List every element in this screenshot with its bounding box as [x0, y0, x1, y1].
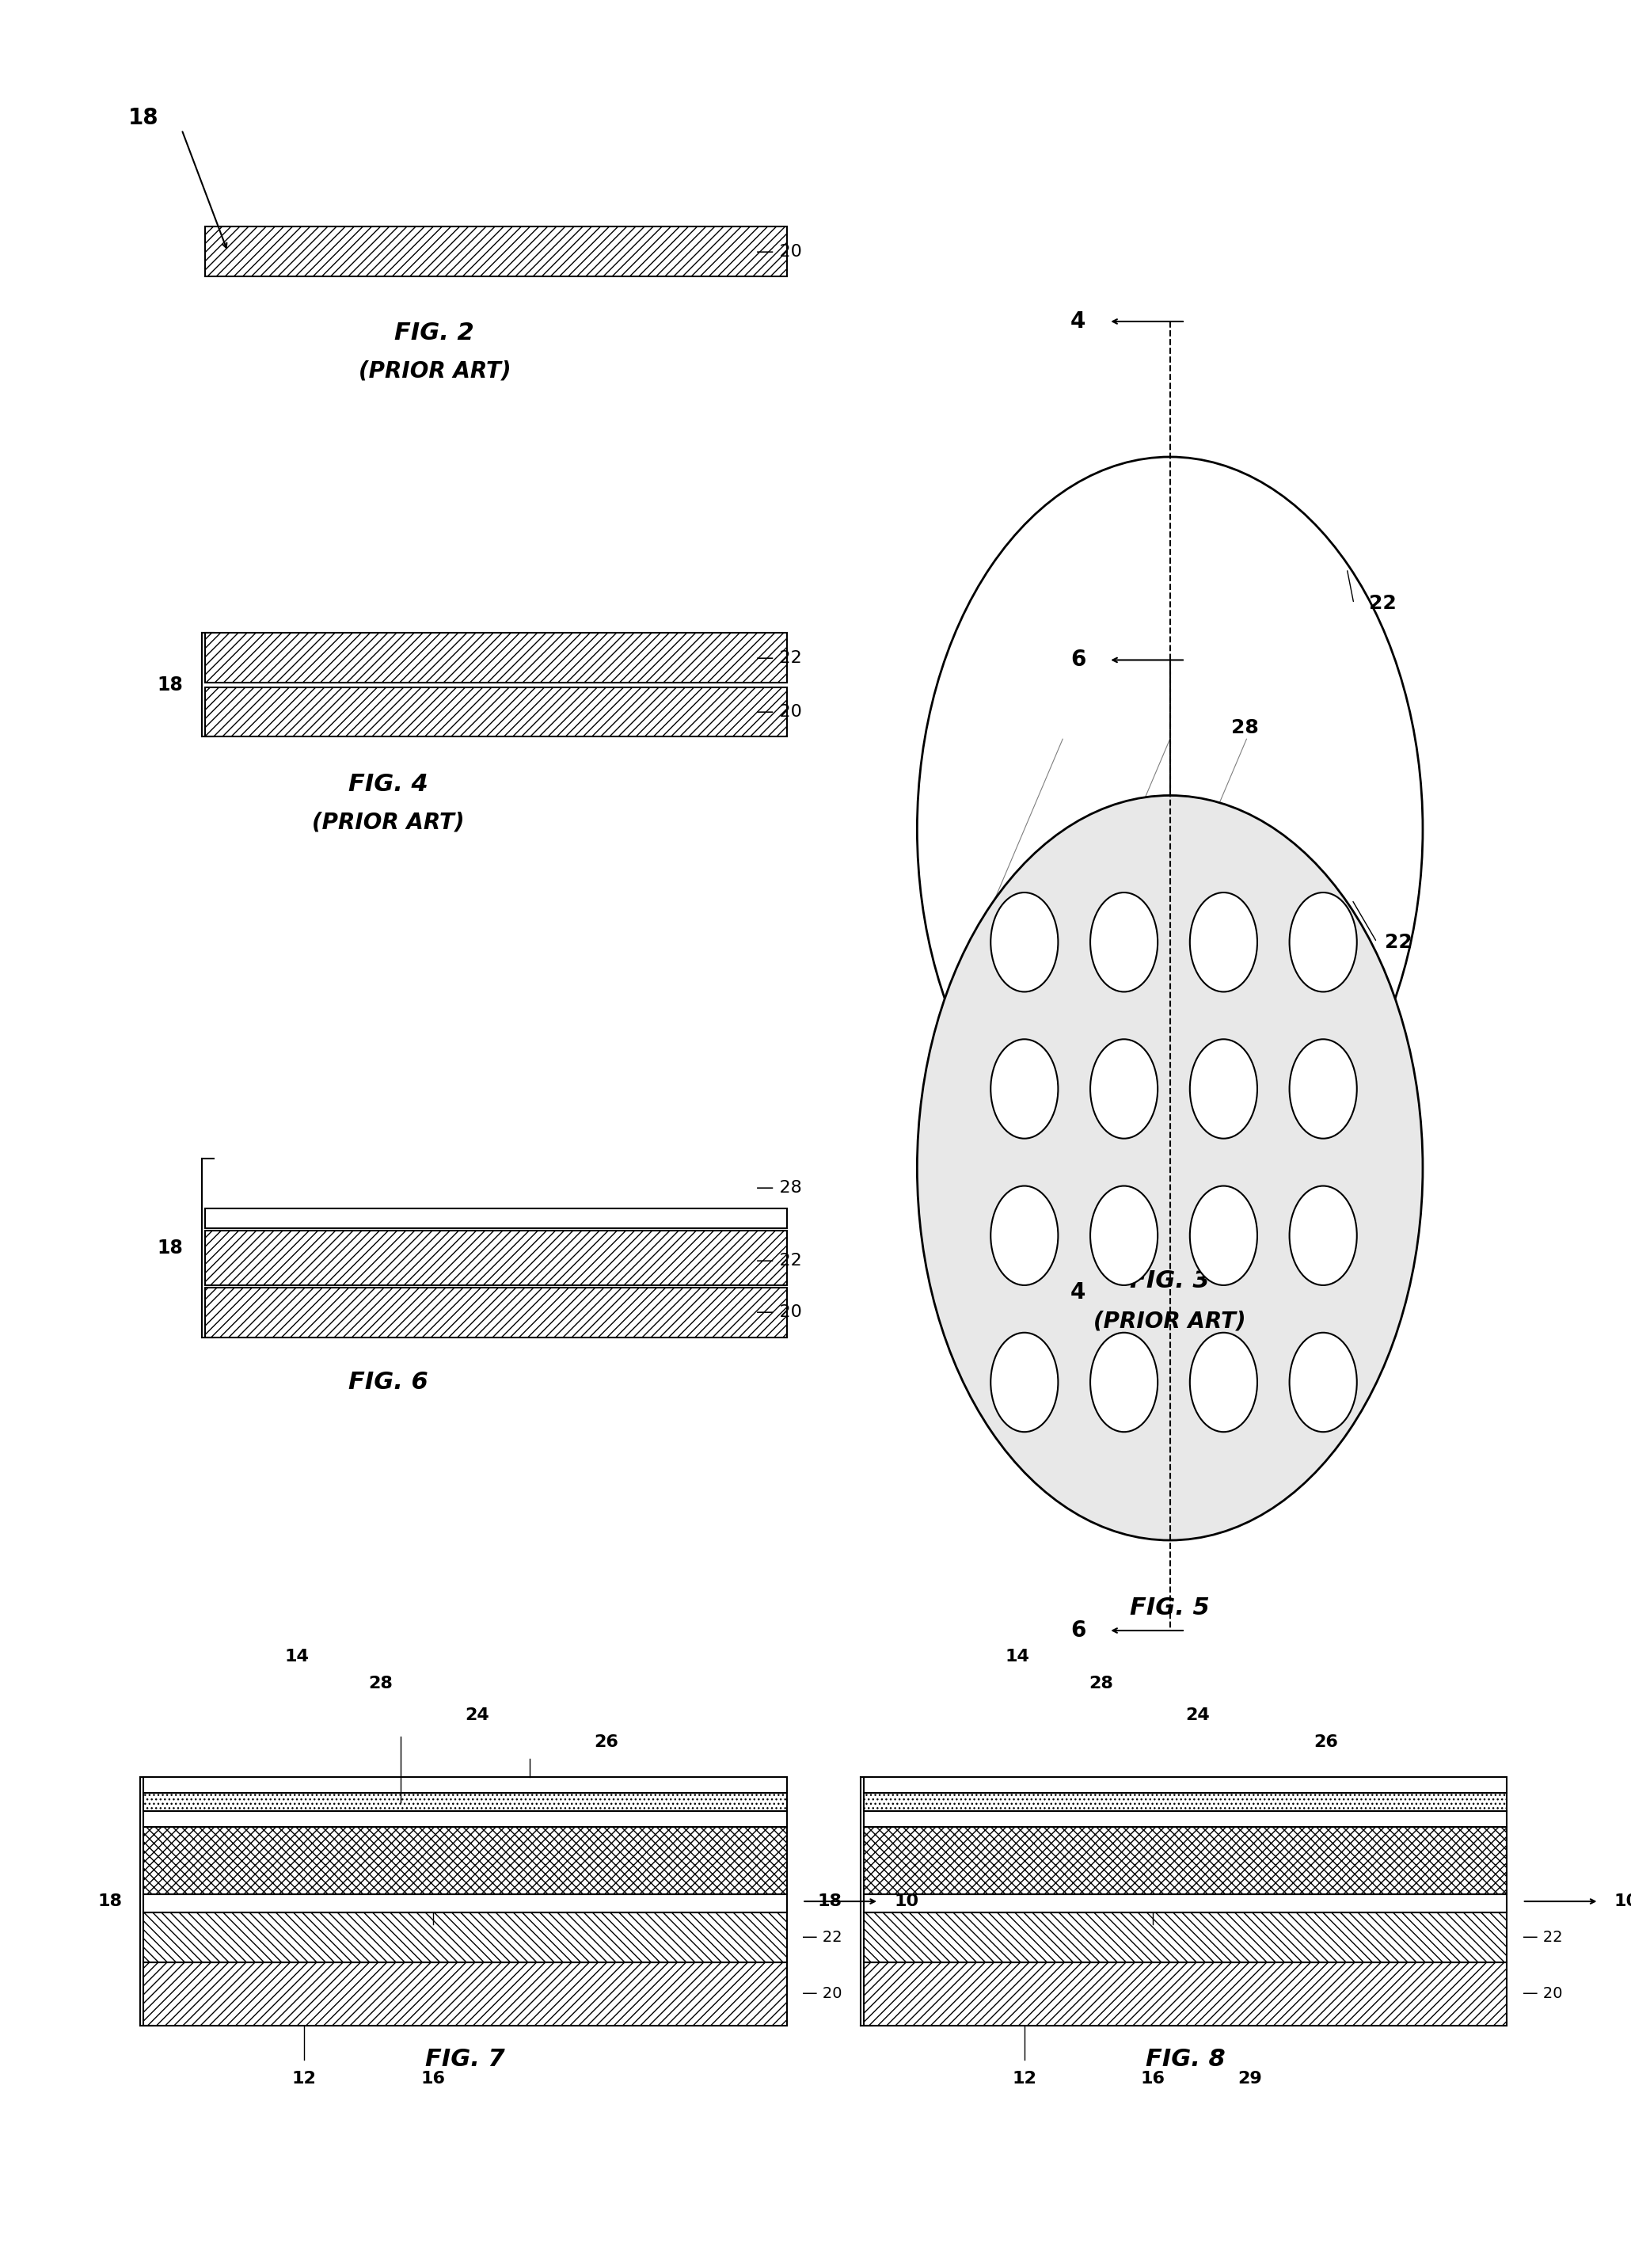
Circle shape [1290, 1039, 1357, 1139]
Text: 22: 22 [1385, 932, 1412, 953]
Text: 12: 12 [292, 2071, 316, 2087]
Text: 18: 18 [157, 1238, 183, 1256]
Bar [863, 1894, 1507, 1912]
Text: FIG. 6: FIG. 6 [349, 1370, 429, 1395]
Text: 28: 28 [1231, 719, 1259, 737]
Text: 6: 6 [1070, 649, 1086, 671]
Text: — 20: — 20 [1522, 1987, 1562, 2000]
Text: — 22: — 22 [757, 1252, 802, 1268]
Circle shape [1090, 1186, 1158, 1286]
Text: — 22: — 22 [1522, 1930, 1562, 1946]
Bar [863, 1828, 1507, 1894]
Bar [863, 1812, 1507, 1828]
Circle shape [1290, 1186, 1357, 1286]
Bar [144, 1828, 786, 1894]
Text: (PRIOR ART): (PRIOR ART) [312, 812, 465, 835]
Bar [144, 1778, 786, 1794]
Bar [863, 1778, 1507, 1794]
Text: 6: 6 [1070, 1619, 1086, 1642]
Circle shape [990, 1334, 1059, 1431]
Text: 18: 18 [129, 107, 158, 129]
Text: 24: 24 [465, 1708, 489, 1724]
Bar [863, 1962, 1507, 2025]
Text: — 20: — 20 [757, 703, 802, 719]
Bar [144, 1962, 786, 2025]
Circle shape [1191, 1334, 1258, 1431]
Text: FIG. 5: FIG. 5 [1130, 1597, 1210, 1619]
Bar [863, 1912, 1507, 1962]
Text: — 22: — 22 [757, 651, 802, 667]
Circle shape [990, 1039, 1059, 1139]
Text: 10: 10 [894, 1894, 918, 1910]
Text: 4: 4 [1070, 311, 1086, 333]
Bar [204, 687, 786, 737]
Text: 4: 4 [1070, 1281, 1086, 1304]
Bar [144, 1894, 786, 1912]
Text: 24: 24 [1186, 1708, 1210, 1724]
Bar [204, 633, 786, 683]
Text: 18: 18 [157, 676, 183, 694]
Bar [144, 1812, 786, 1828]
Text: 28: 28 [369, 1676, 393, 1692]
Circle shape [1090, 1039, 1158, 1139]
Bar [204, 1232, 786, 1286]
Circle shape [1290, 894, 1357, 991]
Bar [204, 227, 786, 277]
Bar [204, 1209, 786, 1229]
Text: 29: 29 [1238, 2071, 1262, 2087]
Circle shape [990, 894, 1059, 991]
Text: 26: 26 [1315, 1735, 1339, 1751]
Text: (PRIOR ART): (PRIOR ART) [359, 361, 511, 383]
Text: 26: 26 [594, 1735, 618, 1751]
Text: FIG. 4: FIG. 4 [349, 773, 429, 796]
Circle shape [1191, 1186, 1258, 1286]
Text: FIG. 3: FIG. 3 [1130, 1270, 1210, 1293]
Text: 16: 16 [421, 2071, 445, 2087]
Circle shape [1090, 894, 1158, 991]
Text: — 20: — 20 [757, 243, 802, 259]
Circle shape [1090, 1334, 1158, 1431]
Text: FIG. 2: FIG. 2 [395, 322, 475, 345]
Text: 22: 22 [1368, 594, 1396, 612]
Text: 18: 18 [98, 1894, 122, 1910]
Text: FIG. 7: FIG. 7 [426, 2048, 506, 2071]
Text: FIG. 8: FIG. 8 [1145, 2048, 1225, 2071]
Text: — 28: — 28 [757, 1179, 802, 1195]
Circle shape [1191, 1039, 1258, 1139]
Bar [144, 1912, 786, 1962]
Text: 14: 14 [1005, 1649, 1029, 1665]
Text: 16: 16 [1140, 2071, 1166, 2087]
Text: — 22: — 22 [802, 1930, 842, 1946]
Text: (PRIOR ART): (PRIOR ART) [1094, 1311, 1246, 1331]
Bar [144, 1794, 786, 1812]
Text: 14: 14 [285, 1649, 310, 1665]
Circle shape [917, 796, 1422, 1540]
Bar [204, 1288, 786, 1338]
Text: 12: 12 [1013, 2071, 1037, 2087]
Circle shape [990, 1186, 1059, 1286]
Text: — 20: — 20 [757, 1304, 802, 1320]
Text: 28: 28 [1090, 1676, 1114, 1692]
Text: 18: 18 [817, 1894, 842, 1910]
Bar [863, 1794, 1507, 1812]
Text: 10: 10 [1615, 1894, 1631, 1910]
Circle shape [1290, 1334, 1357, 1431]
Circle shape [1191, 894, 1258, 991]
Text: — 20: — 20 [802, 1987, 842, 2000]
